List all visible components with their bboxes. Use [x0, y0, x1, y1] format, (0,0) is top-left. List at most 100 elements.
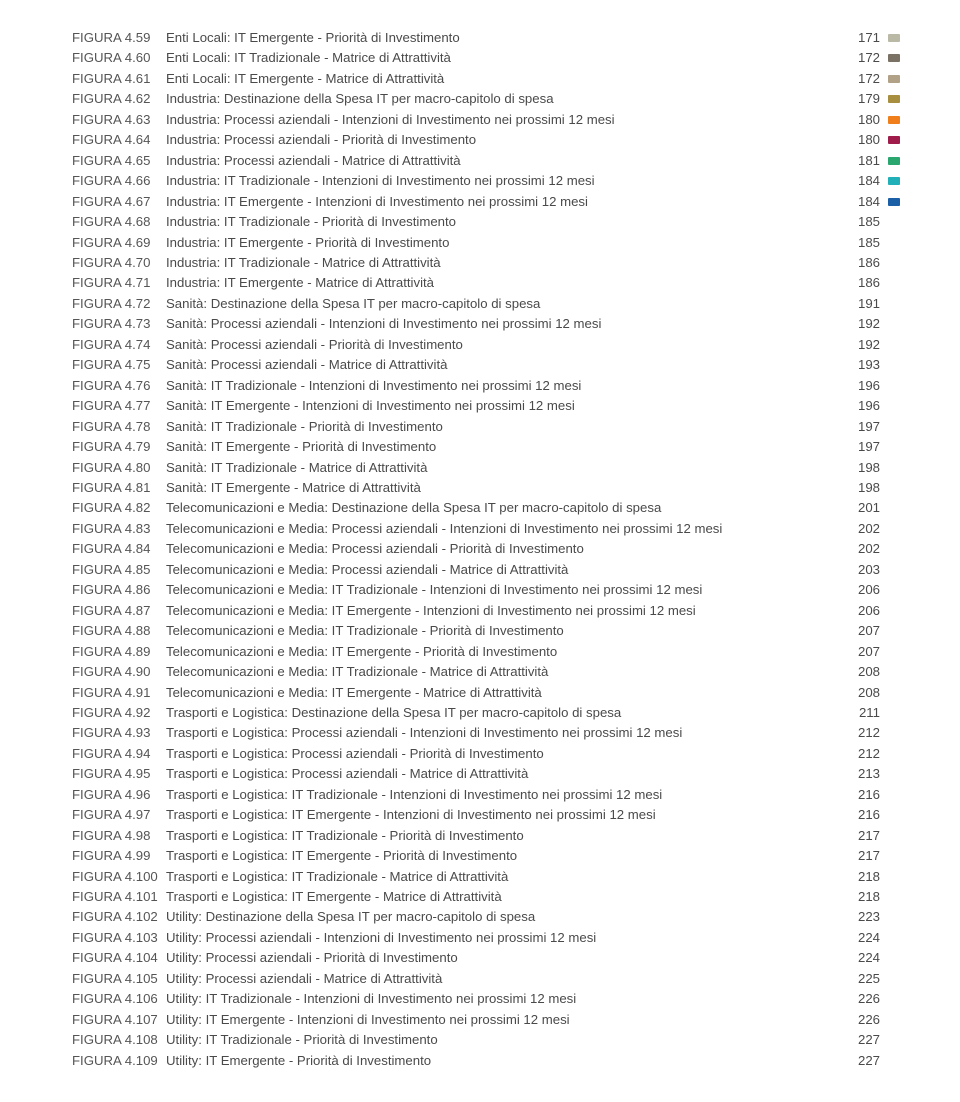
figure-title: Utility: Destinazione della Spesa IT per…	[166, 907, 846, 927]
figure-title: Utility: IT Tradizionale - Priorità di I…	[166, 1030, 846, 1050]
figure-label: FIGURA 4.87	[72, 601, 166, 621]
figure-page: 208	[846, 662, 880, 682]
figure-title: Trasporti e Logistica: Processi aziendal…	[166, 723, 846, 743]
figure-label: FIGURA 4.88	[72, 621, 166, 641]
figure-label: FIGURA 4.65	[72, 151, 166, 171]
list-item: FIGURA 4.62Industria: Destinazione della…	[72, 89, 900, 109]
figure-label: FIGURA 4.91	[72, 683, 166, 703]
figure-page: 191	[846, 294, 880, 314]
figure-label: FIGURA 4.66	[72, 171, 166, 191]
list-item: FIGURA 4.70Industria: IT Tradizionale - …	[72, 253, 900, 273]
list-item: FIGURA 4.63Industria: Processi aziendali…	[72, 110, 900, 130]
color-swatch	[888, 464, 900, 472]
figure-label: FIGURA 4.73	[72, 314, 166, 334]
figure-title: Utility: IT Tradizionale - Intenzioni di…	[166, 989, 846, 1009]
color-swatch	[888, 95, 900, 103]
figure-title: Utility: Processi aziendali - Intenzioni…	[166, 928, 846, 948]
figure-title: Telecomunicazioni e Media: IT Tradiziona…	[166, 580, 846, 600]
list-item: FIGURA 4.103Utility: Processi aziendali …	[72, 928, 900, 948]
list-item: FIGURA 4.74Sanità: Processi aziendali - …	[72, 335, 900, 355]
list-item: FIGURA 4.91Telecomunicazioni e Media: IT…	[72, 683, 900, 703]
figure-label: FIGURA 4.59	[72, 28, 166, 48]
figure-page: 186	[846, 273, 880, 293]
figure-title: Trasporti e Logistica: IT Emergente - Pr…	[166, 846, 846, 866]
figure-page: 179	[846, 89, 880, 109]
figure-label: FIGURA 4.108	[72, 1030, 166, 1050]
color-swatch	[888, 648, 900, 656]
figure-page: 185	[846, 233, 880, 253]
figure-title: Industria: IT Emergente - Matrice di Att…	[166, 273, 846, 293]
list-item: FIGURA 4.92Trasporti e Logistica: Destin…	[72, 703, 900, 723]
figure-page: 197	[846, 417, 880, 437]
figure-label: FIGURA 4.86	[72, 580, 166, 600]
color-swatch	[888, 545, 900, 553]
list-item: FIGURA 4.108Utility: IT Tradizionale - P…	[72, 1030, 900, 1050]
color-swatch	[888, 402, 900, 410]
figure-label: FIGURA 4.69	[72, 233, 166, 253]
figure-label: FIGURA 4.60	[72, 48, 166, 68]
figure-label: FIGURA 4.83	[72, 519, 166, 539]
figure-page: 186	[846, 253, 880, 273]
list-item: FIGURA 4.69Industria: IT Emergente - Pri…	[72, 233, 900, 253]
figure-page: 192	[846, 335, 880, 355]
color-swatch	[888, 893, 900, 901]
figure-title: Sanità: IT Tradizionale - Priorità di In…	[166, 417, 846, 437]
list-item: FIGURA 4.75Sanità: Processi aziendali - …	[72, 355, 900, 375]
figure-list: FIGURA 4.59Enti Locali: IT Emergente - P…	[72, 28, 900, 1071]
figure-page: 227	[846, 1030, 880, 1050]
color-swatch	[888, 770, 900, 778]
color-swatch	[888, 484, 900, 492]
color-swatch	[888, 382, 900, 390]
color-swatch	[888, 300, 900, 308]
color-swatch	[888, 239, 900, 247]
figure-label: FIGURA 4.63	[72, 110, 166, 130]
figure-title: Telecomunicazioni e Media: IT Emergente …	[166, 642, 846, 662]
figure-title: Enti Locali: IT Tradizionale - Matrice d…	[166, 48, 846, 68]
figure-page: 213	[846, 764, 880, 784]
figure-page: 196	[846, 376, 880, 396]
figure-title: Industria: Processi aziendali - Intenzio…	[166, 110, 846, 130]
figure-title: Sanità: Destinazione della Spesa IT per …	[166, 294, 846, 314]
figure-page: 197	[846, 437, 880, 457]
figure-title: Industria: IT Tradizionale - Matrice di …	[166, 253, 846, 273]
list-item: FIGURA 4.97Trasporti e Logistica: IT Eme…	[72, 805, 900, 825]
color-swatch	[888, 627, 900, 635]
figure-page: 218	[846, 867, 880, 887]
list-item: FIGURA 4.78Sanità: IT Tradizionale - Pri…	[72, 417, 900, 437]
figure-label: FIGURA 4.100	[72, 867, 166, 887]
figure-page: 212	[846, 744, 880, 764]
list-item: FIGURA 4.71Industria: IT Emergente - Mat…	[72, 273, 900, 293]
figure-title: Trasporti e Logistica: IT Tradizionale -…	[166, 867, 846, 887]
list-item: FIGURA 4.85Telecomunicazioni e Media: Pr…	[72, 560, 900, 580]
figure-page: 172	[846, 48, 880, 68]
figure-label: FIGURA 4.103	[72, 928, 166, 948]
list-item: FIGURA 4.107Utility: IT Emergente - Inte…	[72, 1010, 900, 1030]
figure-label: FIGURA 4.75	[72, 355, 166, 375]
list-item: FIGURA 4.59Enti Locali: IT Emergente - P…	[72, 28, 900, 48]
figure-page: 223	[846, 907, 880, 927]
figure-title: Trasporti e Logistica: Processi aziendal…	[166, 744, 846, 764]
list-item: FIGURA 4.96Trasporti e Logistica: IT Tra…	[72, 785, 900, 805]
figure-label: FIGURA 4.82	[72, 498, 166, 518]
figure-label: FIGURA 4.61	[72, 69, 166, 89]
figure-page: 226	[846, 1010, 880, 1030]
figure-label: FIGURA 4.84	[72, 539, 166, 559]
color-swatch	[888, 361, 900, 369]
figure-page: 225	[846, 969, 880, 989]
list-item: FIGURA 4.72Sanità: Destinazione della Sp…	[72, 294, 900, 314]
figure-page: 198	[846, 478, 880, 498]
list-item: FIGURA 4.109Utility: IT Emergente - Prio…	[72, 1051, 900, 1071]
list-item: FIGURA 4.100Trasporti e Logistica: IT Tr…	[72, 867, 900, 887]
list-item: FIGURA 4.66Industria: IT Tradizionale - …	[72, 171, 900, 191]
list-item: FIGURA 4.90Telecomunicazioni e Media: IT…	[72, 662, 900, 682]
figure-label: FIGURA 4.74	[72, 335, 166, 355]
figure-label: FIGURA 4.68	[72, 212, 166, 232]
list-item: FIGURA 4.73Sanità: Processi aziendali - …	[72, 314, 900, 334]
figure-title: Industria: Processi aziendali - Matrice …	[166, 151, 846, 171]
color-swatch	[888, 586, 900, 594]
list-item: FIGURA 4.81Sanità: IT Emergente - Matric…	[72, 478, 900, 498]
figure-page: 206	[846, 601, 880, 621]
figure-page: 217	[846, 846, 880, 866]
list-item: FIGURA 4.68Industria: IT Tradizionale - …	[72, 212, 900, 232]
list-item: FIGURA 4.64Industria: Processi aziendali…	[72, 130, 900, 150]
